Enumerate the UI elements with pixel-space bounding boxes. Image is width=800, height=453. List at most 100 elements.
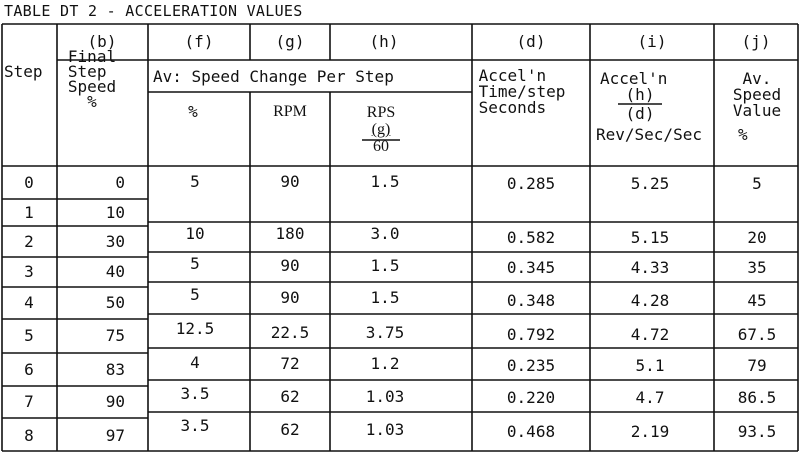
rps-cell: 1.03: [365, 387, 405, 406]
av-cell: 86.5: [737, 388, 777, 407]
header-av-l2: Speed: [732, 85, 782, 104]
av-cell: 5: [752, 174, 762, 193]
col-letter-h: (h): [369, 32, 399, 51]
rpm-cell: 180: [275, 224, 305, 243]
av-cell: 45: [747, 291, 767, 310]
time-cell: 0.348: [506, 291, 556, 310]
final-speed-cell: 40: [105, 262, 125, 281]
accel-cell: 2.19: [630, 422, 670, 441]
header-accel-rate-num: (h): [625, 85, 655, 104]
header-accel-time-l1: Accel'n: [478, 66, 547, 85]
step-cell: 4: [24, 293, 34, 312]
final-speed-cell: 90: [105, 392, 125, 411]
pct-cell: 12.5: [175, 319, 215, 338]
header-av-speed-value: Av. Speed Value: [733, 71, 781, 119]
av-cell: 67.5: [737, 325, 777, 344]
step-cell: 3: [24, 262, 34, 281]
header-accel-time: Accel'n Time/step Seconds: [479, 68, 566, 116]
rps-cell: 3.0: [370, 224, 400, 243]
av-cell: 93.5: [737, 422, 777, 441]
accel-cell: 4.28: [630, 291, 670, 310]
pct-cell: 5: [190, 254, 200, 273]
step-cell: 7: [24, 392, 34, 411]
final-speed-cell: 97: [105, 426, 125, 445]
rps-cell: 1.5: [370, 288, 400, 307]
final-speed-cell: 75: [105, 326, 125, 345]
step-cell: 1: [24, 203, 34, 222]
header-av-l4: %: [738, 125, 748, 144]
header-av-l1: Av.: [742, 69, 772, 88]
header-accel-time-l2: Time/step: [478, 82, 566, 101]
accel-cell: 4.33: [630, 258, 670, 277]
rpm-cell: 22.5: [270, 323, 310, 342]
col-letter-i: (i): [637, 32, 667, 51]
table-title: TABLE DT 2 - ACCELERATION VALUES: [4, 2, 303, 20]
pct-cell: 10: [185, 224, 205, 243]
time-cell: 0.220: [506, 388, 556, 407]
header-rps-den: 60: [373, 138, 389, 155]
step-cell: 0: [24, 173, 34, 192]
rps-cell: 1.5: [370, 172, 400, 191]
time-cell: 0.582: [506, 228, 556, 247]
header-accel-rate-den: (d): [625, 104, 655, 123]
time-cell: 0.345: [506, 258, 556, 277]
accel-cell: 4.72: [630, 325, 670, 344]
step-cell: 8: [24, 426, 34, 445]
av-cell: 79: [747, 356, 767, 375]
rps-cell: 1.2: [370, 354, 400, 373]
col-letter-d: (d): [516, 32, 546, 51]
header-final-step-speed: Final Step Speed %: [67, 47, 117, 111]
pct-cell: 3.5: [180, 384, 210, 403]
rpm-cell: 62: [280, 420, 300, 439]
pct-cell: 5: [190, 172, 200, 191]
header-rps-label: RPS: [366, 104, 396, 121]
pct-cell: 3.5: [180, 416, 210, 435]
header-step: Step: [4, 62, 43, 81]
accel-cell: 5.1: [635, 356, 665, 375]
av-cell: 35: [747, 258, 767, 277]
av-cell: 20: [747, 228, 767, 247]
header-accel-time-l3: Seconds: [478, 98, 547, 117]
final-speed-cell: 30: [105, 232, 125, 251]
header-accel-rate-unit: Rev/Sec/Sec: [596, 125, 702, 144]
rps-cell: 1.03: [365, 420, 405, 439]
col-letter-b: (b): [87, 32, 117, 51]
final-speed-cell: 83: [105, 360, 125, 379]
final-speed-cell: 10: [105, 203, 125, 222]
final-speed-cell: 0: [115, 173, 125, 192]
rpm-cell: 90: [280, 172, 300, 191]
col-letter-f: (f): [184, 32, 214, 51]
header-final-line3: Speed: [67, 77, 117, 96]
time-cell: 0.285: [506, 174, 556, 193]
header-final-line4: %: [87, 92, 97, 111]
pct-cell: 4: [190, 353, 200, 372]
header-av-l3: Value: [732, 101, 782, 120]
pct-cell: 5: [190, 285, 200, 304]
header-final-line2: Step: [67, 62, 107, 81]
accel-cell: 5.25: [630, 174, 670, 193]
rps-cell: 1.5: [370, 256, 400, 275]
col-letter-g: (g): [275, 32, 305, 51]
accel-cell: 5.15: [630, 228, 670, 247]
col-letter-j: (j): [741, 32, 771, 51]
rpm-cell: 90: [280, 288, 300, 307]
step-cell: 2: [24, 232, 34, 251]
header-pct: %: [188, 102, 198, 121]
time-cell: 0.235: [506, 356, 556, 375]
time-cell: 0.792: [506, 325, 556, 344]
time-cell: 0.468: [506, 422, 556, 441]
rpm-cell: 62: [280, 387, 300, 406]
step-cell: 6: [24, 360, 34, 379]
header-rps: RPS (g) 60: [367, 104, 395, 155]
rpm-cell: 90: [280, 256, 300, 275]
rpm-cell: 72: [280, 354, 300, 373]
final-speed-cell: 50: [105, 293, 125, 312]
header-accel-rate-l1: Accel'n: [600, 69, 668, 88]
rps-cell: 3.75: [365, 323, 405, 342]
header-rpm: RPM: [273, 103, 307, 120]
header-final-line1: Final: [67, 47, 117, 66]
step-cell: 5: [24, 326, 34, 345]
header-rps-num: (g): [371, 121, 391, 138]
header-av-speed-change: Av: Speed Change Per Step: [153, 67, 394, 86]
